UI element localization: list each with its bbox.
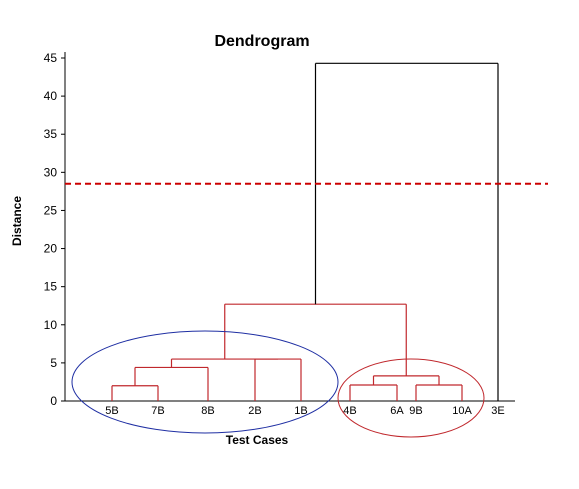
leaf-label-2b: 2B — [248, 405, 261, 417]
leaf-label-6a: 6A — [390, 405, 404, 417]
y-tick-label: 30 — [44, 165, 58, 179]
blue-group-ellipse — [71, 330, 339, 434]
dendrogram-links — [111, 62, 499, 401]
y-tick-label: 0 — [50, 394, 57, 408]
leaf-label-5b: 5B — [105, 405, 118, 417]
leaf-label-8b: 8B — [201, 405, 214, 417]
chart-title: Dendrogram — [214, 33, 309, 50]
y-tick-label: 25 — [44, 203, 58, 217]
x-axis-label: Test Cases — [226, 433, 289, 447]
leaf-labels: 5B 7B 8B 2B 1B 4B 6A 9B 10A 3E — [105, 405, 504, 417]
leaf-label-10a: 10A — [452, 405, 472, 417]
y-tick-label: 15 — [44, 280, 58, 294]
leaf-label-7b: 7B — [151, 405, 164, 417]
y-axis-label: Distance — [10, 196, 24, 246]
leaf-label-3e: 3E — [491, 405, 504, 417]
group-overlays — [65, 182, 548, 438]
y-tick-label: 20 — [44, 242, 58, 256]
y-tick-label: 35 — [44, 127, 58, 141]
y-tick-label: 10 — [44, 318, 58, 332]
y-tick-label: 45 — [44, 51, 58, 65]
axes-layer: 0 5 10 15 20 25 30 35 40 45 — [44, 51, 515, 408]
y-tick-label: 5 — [50, 356, 57, 370]
leaf-label-9b: 9B — [409, 405, 422, 417]
leaf-label-4b: 4B — [343, 405, 356, 417]
leaf-label-1b: 1B — [294, 405, 307, 417]
red-group-ellipse — [337, 358, 485, 438]
y-tick-label: 40 — [44, 89, 58, 103]
